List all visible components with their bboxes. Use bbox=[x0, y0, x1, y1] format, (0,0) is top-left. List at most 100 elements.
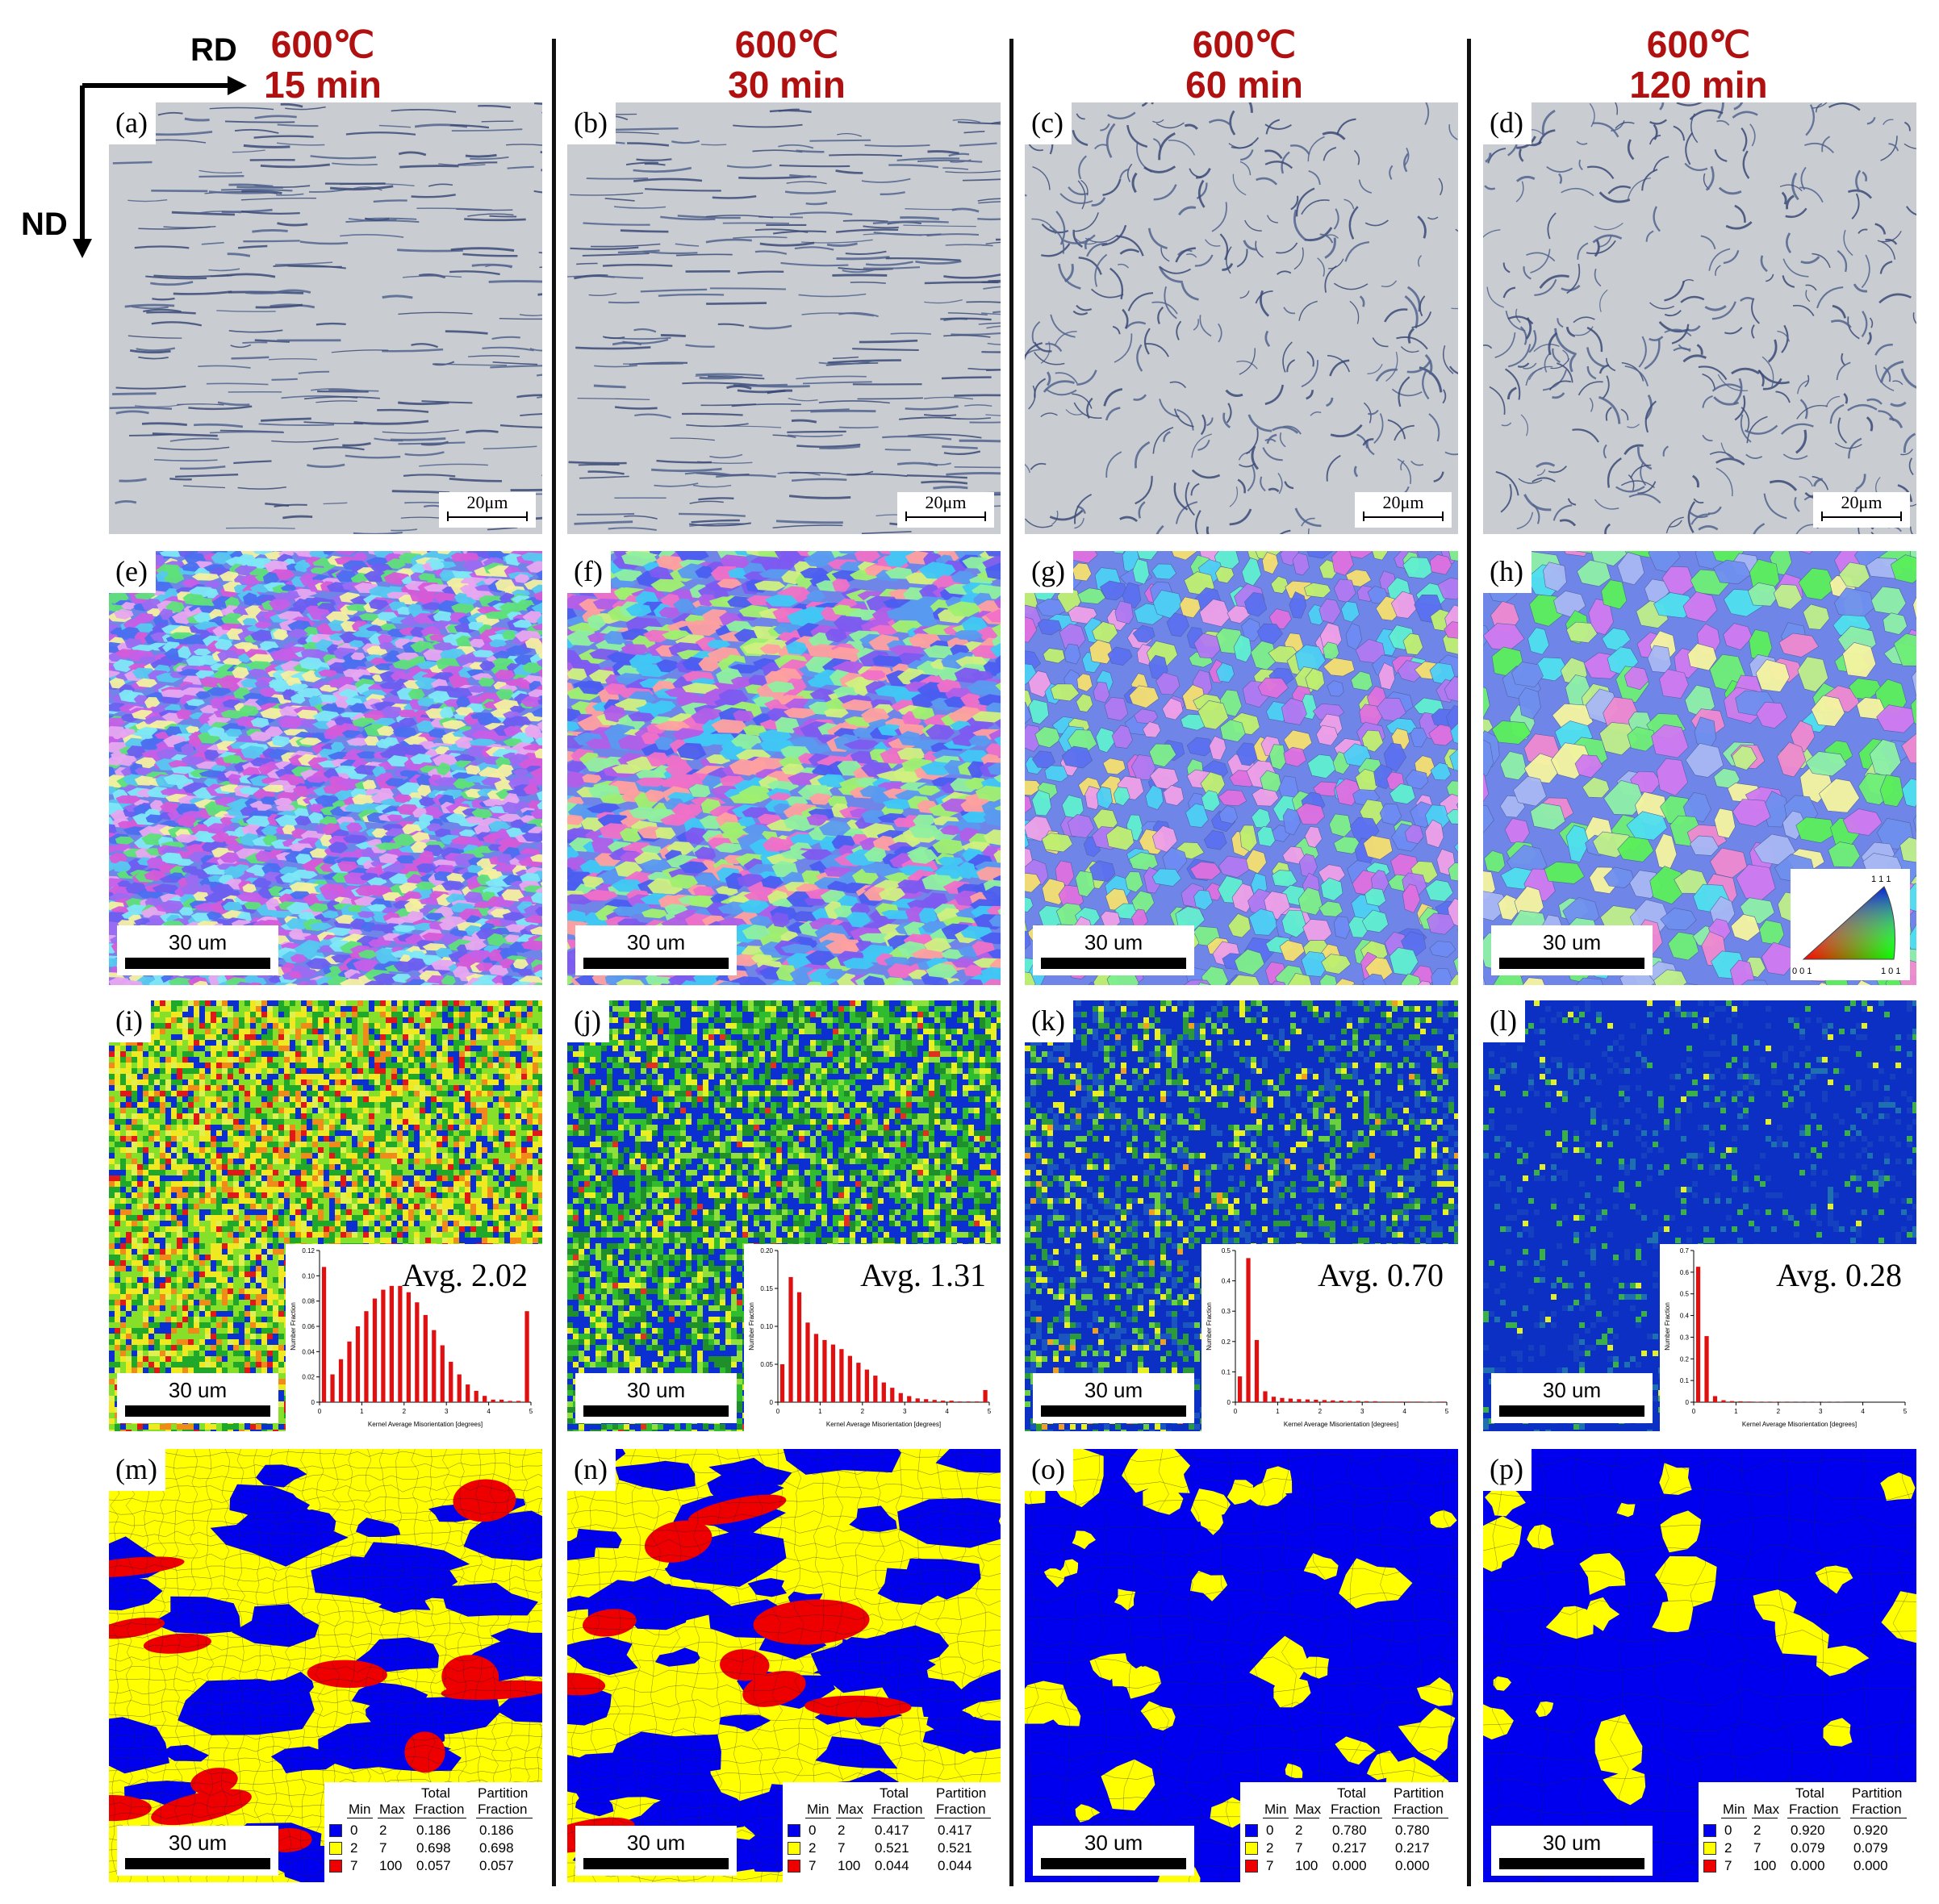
histogram-bar bbox=[1263, 1391, 1268, 1402]
ipf-map: (g) 30 um bbox=[1025, 551, 1458, 985]
legend-swatch bbox=[1245, 1860, 1258, 1873]
x-tick-label: 1 bbox=[360, 1408, 364, 1415]
y-tick-label: 0.1 bbox=[1222, 1368, 1231, 1376]
legend-partition: 0.521 bbox=[938, 1840, 972, 1856]
panel-label: (d) bbox=[1483, 102, 1532, 144]
partition-map: (p) 30 um Min Max Total Fraction Partition Frac… bbox=[1483, 1449, 1916, 1882]
legend-partition: 0.920 bbox=[1853, 1823, 1888, 1838]
scale-bar: 30 um bbox=[1033, 1826, 1194, 1876]
legend-swatch bbox=[1703, 1842, 1716, 1855]
histogram-bar bbox=[1237, 1376, 1243, 1402]
histogram-bar bbox=[924, 1399, 929, 1402]
y-tick-label: 0.6 bbox=[1680, 1269, 1690, 1276]
legend-swatch bbox=[329, 1842, 342, 1855]
histogram-bar bbox=[406, 1292, 411, 1402]
histogram-bar bbox=[1440, 1401, 1445, 1402]
histogram-bar bbox=[1729, 1401, 1735, 1402]
scale-bar-label: 30 um bbox=[575, 1831, 737, 1856]
kam-map: (i) 30 um 0 0.02 0.04 0.06 0.08 0.10 0.12 0 1 2 3 4 5 K… bbox=[109, 1000, 542, 1431]
legend-swatch bbox=[788, 1824, 800, 1837]
legend-min: 2 bbox=[809, 1840, 816, 1856]
histogram-bar bbox=[457, 1374, 462, 1402]
x-tick-label: 4 bbox=[1402, 1408, 1406, 1415]
partition-legend: Min Max Total Fraction Partition Fraction 0 2 0.… bbox=[783, 1782, 1001, 1882]
scale-bar-label: 30 um bbox=[1033, 1831, 1194, 1856]
histogram-bar bbox=[381, 1289, 386, 1402]
col-temp: 600℃ bbox=[1578, 24, 1820, 65]
histogram-bar bbox=[1389, 1401, 1394, 1402]
scale-bar: 20μm bbox=[439, 492, 536, 528]
histogram-bar bbox=[1763, 1401, 1769, 1402]
legend-total: 0.000 bbox=[1332, 1858, 1367, 1873]
histogram-bar bbox=[1271, 1397, 1277, 1402]
histogram-bar bbox=[1746, 1401, 1752, 1402]
legend-min: 2 bbox=[1266, 1840, 1273, 1856]
scale-bar: 30 um bbox=[1491, 1826, 1653, 1876]
histogram-bar bbox=[1280, 1397, 1285, 1402]
legend-partition: 0.417 bbox=[938, 1823, 972, 1838]
col-temp: 600℃ bbox=[666, 24, 908, 65]
legend-max: 100 bbox=[838, 1858, 860, 1873]
kam-map: (j) 30 um 0 0.05 0.10 0.15 0.20 0 1 2 3 4 5 Kernel Av… bbox=[567, 1000, 1001, 1431]
histogram-bar bbox=[1314, 1399, 1318, 1402]
y-axis-label: Number Fraction bbox=[1206, 1302, 1213, 1351]
histogram-bar bbox=[830, 1344, 836, 1402]
ipf-image bbox=[567, 551, 1001, 985]
legend-max: 2 bbox=[1295, 1823, 1302, 1838]
histogram-bar bbox=[440, 1345, 445, 1402]
scale-bar-line bbox=[125, 958, 270, 969]
histogram-bar bbox=[1695, 1267, 1701, 1402]
col-time: 60 min bbox=[1123, 65, 1365, 105]
x-tick-label: 5 bbox=[529, 1408, 533, 1415]
legend-swatch bbox=[788, 1860, 800, 1873]
histogram-bar bbox=[847, 1355, 853, 1402]
kam-map: (k) 30 um 0 0.1 0.2 0.3 0.4 0.5 0 1 2 3 4 5 Kernel Ave… bbox=[1025, 1000, 1458, 1431]
partition-legend: Min Max Total Fraction Partition Fraction 0 2 0.… bbox=[324, 1782, 542, 1882]
y-tick-label: 0.2 bbox=[1222, 1338, 1231, 1346]
kam-histogram-chart: 0 0.1 0.2 0.3 0.4 0.5 0 1 2 3 4 5 Kernel Average Mis… bbox=[1206, 1247, 1449, 1428]
y-tick-label: 0.10 bbox=[760, 1323, 773, 1330]
histogram-bar bbox=[1246, 1258, 1251, 1402]
x-tick-label: 1 bbox=[818, 1408, 822, 1415]
scale-bar-label: 30 um bbox=[117, 1831, 278, 1856]
legend-min: 0 bbox=[1724, 1823, 1732, 1838]
panel-label: (k) bbox=[1025, 1000, 1073, 1042]
legend-min: 7 bbox=[1724, 1858, 1732, 1873]
legend-header-partition-fraction: Fraction bbox=[478, 1802, 527, 1817]
legend-partition: 0.057 bbox=[479, 1858, 514, 1873]
histogram-bar bbox=[1712, 1396, 1718, 1402]
col-header-4: 600℃ 120 min bbox=[1578, 24, 1820, 105]
legend-partition: 0.698 bbox=[479, 1840, 514, 1856]
histogram-bar bbox=[966, 1401, 971, 1402]
scale-bar-label: 30 um bbox=[1033, 1378, 1194, 1403]
scale-bar: 20μm bbox=[1355, 492, 1452, 528]
scale-bar: 30 um bbox=[1033, 1373, 1194, 1423]
kam-histogram-chart: 0 0.02 0.04 0.06 0.08 0.10 0.12 0 1 2 3 4 5 Kernel Av… bbox=[290, 1247, 533, 1428]
histogram-bar bbox=[873, 1376, 878, 1402]
histogram-bar bbox=[1415, 1401, 1420, 1402]
histogram-bar bbox=[466, 1384, 470, 1402]
y-tick-label: 0.3 bbox=[1222, 1308, 1231, 1315]
legend-swatch bbox=[788, 1842, 800, 1855]
histogram-bar bbox=[813, 1334, 819, 1402]
histogram-bar bbox=[1288, 1398, 1293, 1402]
ipf-triangle: 1 1 1 0 0 1 1 0 1 bbox=[1792, 875, 1900, 976]
histogram-bar bbox=[372, 1298, 378, 1402]
x-tick-label: 5 bbox=[1903, 1408, 1908, 1415]
partition-map: (m) 30 um Min Max Total Fraction Partition Frac… bbox=[109, 1449, 542, 1882]
panel-label: (o) bbox=[1025, 1449, 1073, 1491]
histogram-bar bbox=[347, 1341, 352, 1402]
x-tick-label: 2 bbox=[1777, 1408, 1781, 1415]
kam-average: Avg. 1.31 bbox=[860, 1256, 986, 1294]
partition-legend: Min Max Total Fraction Partition Fraction 0 2 0.… bbox=[1240, 1782, 1458, 1882]
scale-bar-line bbox=[583, 1858, 729, 1869]
histogram-bar bbox=[1305, 1399, 1310, 1402]
y-tick-label: 0.20 bbox=[760, 1247, 773, 1255]
kam-histogram-chart: 0 0.05 0.10 0.15 0.20 0 1 2 3 4 5 Kernel Average Mi… bbox=[748, 1247, 992, 1428]
legend-min: 0 bbox=[809, 1823, 816, 1838]
y-tick-label: 0.15 bbox=[760, 1285, 773, 1292]
scale-bar-line bbox=[1041, 1858, 1186, 1869]
legend-swatch bbox=[1703, 1824, 1716, 1837]
legend-total: 0.780 bbox=[1332, 1823, 1367, 1838]
histogram-bar bbox=[389, 1285, 395, 1402]
